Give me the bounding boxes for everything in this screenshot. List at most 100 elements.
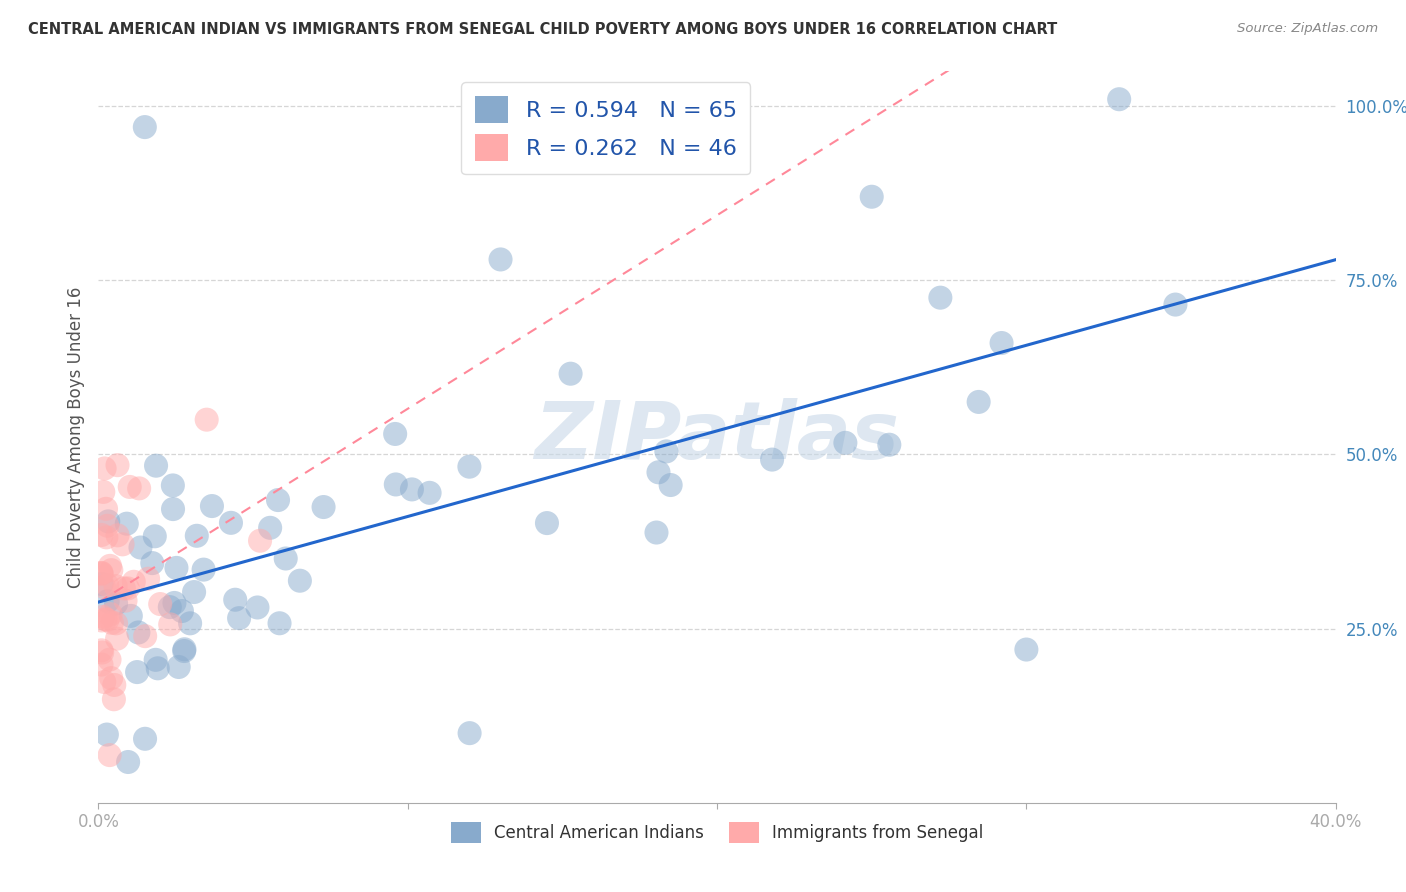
Point <box>111 537 134 551</box>
Point <box>163 596 186 610</box>
Point <box>90 567 112 582</box>
Point <box>193 563 215 577</box>
Point <box>93 580 115 594</box>
Point <box>136 572 159 586</box>
Point <box>114 593 136 607</box>
Point <box>143 529 166 543</box>
Point <box>419 486 441 500</box>
Point <box>312 500 335 514</box>
Point <box>127 665 149 679</box>
Point <box>100 563 122 577</box>
Point <box>162 478 184 492</box>
Point <box>967 395 990 409</box>
Point <box>173 642 195 657</box>
Point <box>384 426 406 441</box>
Point <box>90 566 112 580</box>
Point <box>90 643 112 657</box>
Point <box>93 675 115 690</box>
Point <box>96 728 118 742</box>
Text: Source: ZipAtlas.com: Source: ZipAtlas.com <box>1237 22 1378 36</box>
Point <box>98 558 121 573</box>
Point <box>91 610 114 624</box>
Point <box>186 529 208 543</box>
Point <box>105 616 128 631</box>
Point <box>98 652 121 666</box>
Point <box>100 671 122 685</box>
Point <box>761 452 783 467</box>
Point <box>536 516 558 530</box>
Point <box>879 438 901 452</box>
Point <box>105 632 128 646</box>
Point <box>97 515 120 529</box>
Point <box>97 594 120 608</box>
Point <box>96 530 118 544</box>
Point <box>134 731 156 746</box>
Point <box>219 516 242 530</box>
Point <box>385 477 408 491</box>
Point <box>159 600 181 615</box>
Point <box>91 646 114 660</box>
Point <box>183 585 205 599</box>
Point <box>228 611 250 625</box>
Text: CENTRAL AMERICAN INDIAN VS IMMIGRANTS FROM SENEGAL CHILD POVERTY AMONG BOYS UNDE: CENTRAL AMERICAN INDIAN VS IMMIGRANTS FR… <box>28 22 1057 37</box>
Point <box>107 458 129 472</box>
Point <box>98 748 121 763</box>
Point <box>128 482 150 496</box>
Point <box>249 533 271 548</box>
Point <box>93 461 115 475</box>
Point <box>1015 642 1038 657</box>
Point <box>860 190 883 204</box>
Point <box>94 612 117 626</box>
Point <box>659 478 682 492</box>
Point <box>117 755 139 769</box>
Point <box>105 597 128 611</box>
Point <box>195 412 218 426</box>
Point <box>162 502 184 516</box>
Point <box>103 692 125 706</box>
Point <box>145 653 167 667</box>
Point <box>170 604 193 618</box>
Point <box>834 435 856 450</box>
Point <box>489 252 512 267</box>
Point <box>104 579 127 593</box>
Point <box>401 483 423 497</box>
Point <box>269 616 291 631</box>
Point <box>159 617 181 632</box>
Point <box>96 613 118 627</box>
Point <box>90 577 112 591</box>
Point <box>259 521 281 535</box>
Point <box>96 518 118 533</box>
Legend: Central American Indians, Immigrants from Senegal: Central American Indians, Immigrants fro… <box>444 815 990 849</box>
Point <box>246 600 269 615</box>
Point <box>990 336 1012 351</box>
Point <box>1108 92 1130 106</box>
Point <box>117 582 139 596</box>
Y-axis label: Child Poverty Among Boys Under 16: Child Poverty Among Boys Under 16 <box>66 286 84 588</box>
Point <box>146 661 169 675</box>
Point <box>560 367 582 381</box>
Point <box>129 541 152 555</box>
Point <box>165 561 187 575</box>
Point <box>149 597 172 611</box>
Point <box>141 556 163 570</box>
Point <box>90 614 112 628</box>
Point <box>118 480 141 494</box>
Point <box>1164 297 1187 311</box>
Point <box>134 120 156 134</box>
Point <box>458 726 481 740</box>
Point <box>267 493 290 508</box>
Point <box>115 516 138 531</box>
Point <box>647 465 669 479</box>
Point <box>288 574 311 588</box>
Point <box>94 501 117 516</box>
Text: ZIPatlas: ZIPatlas <box>534 398 900 476</box>
Point <box>120 608 142 623</box>
Point <box>90 528 112 542</box>
Point <box>145 458 167 473</box>
Point <box>201 499 224 513</box>
Point <box>655 444 678 458</box>
Point <box>101 615 124 630</box>
Point <box>179 616 201 631</box>
Point <box>103 678 125 692</box>
Point <box>122 574 145 589</box>
